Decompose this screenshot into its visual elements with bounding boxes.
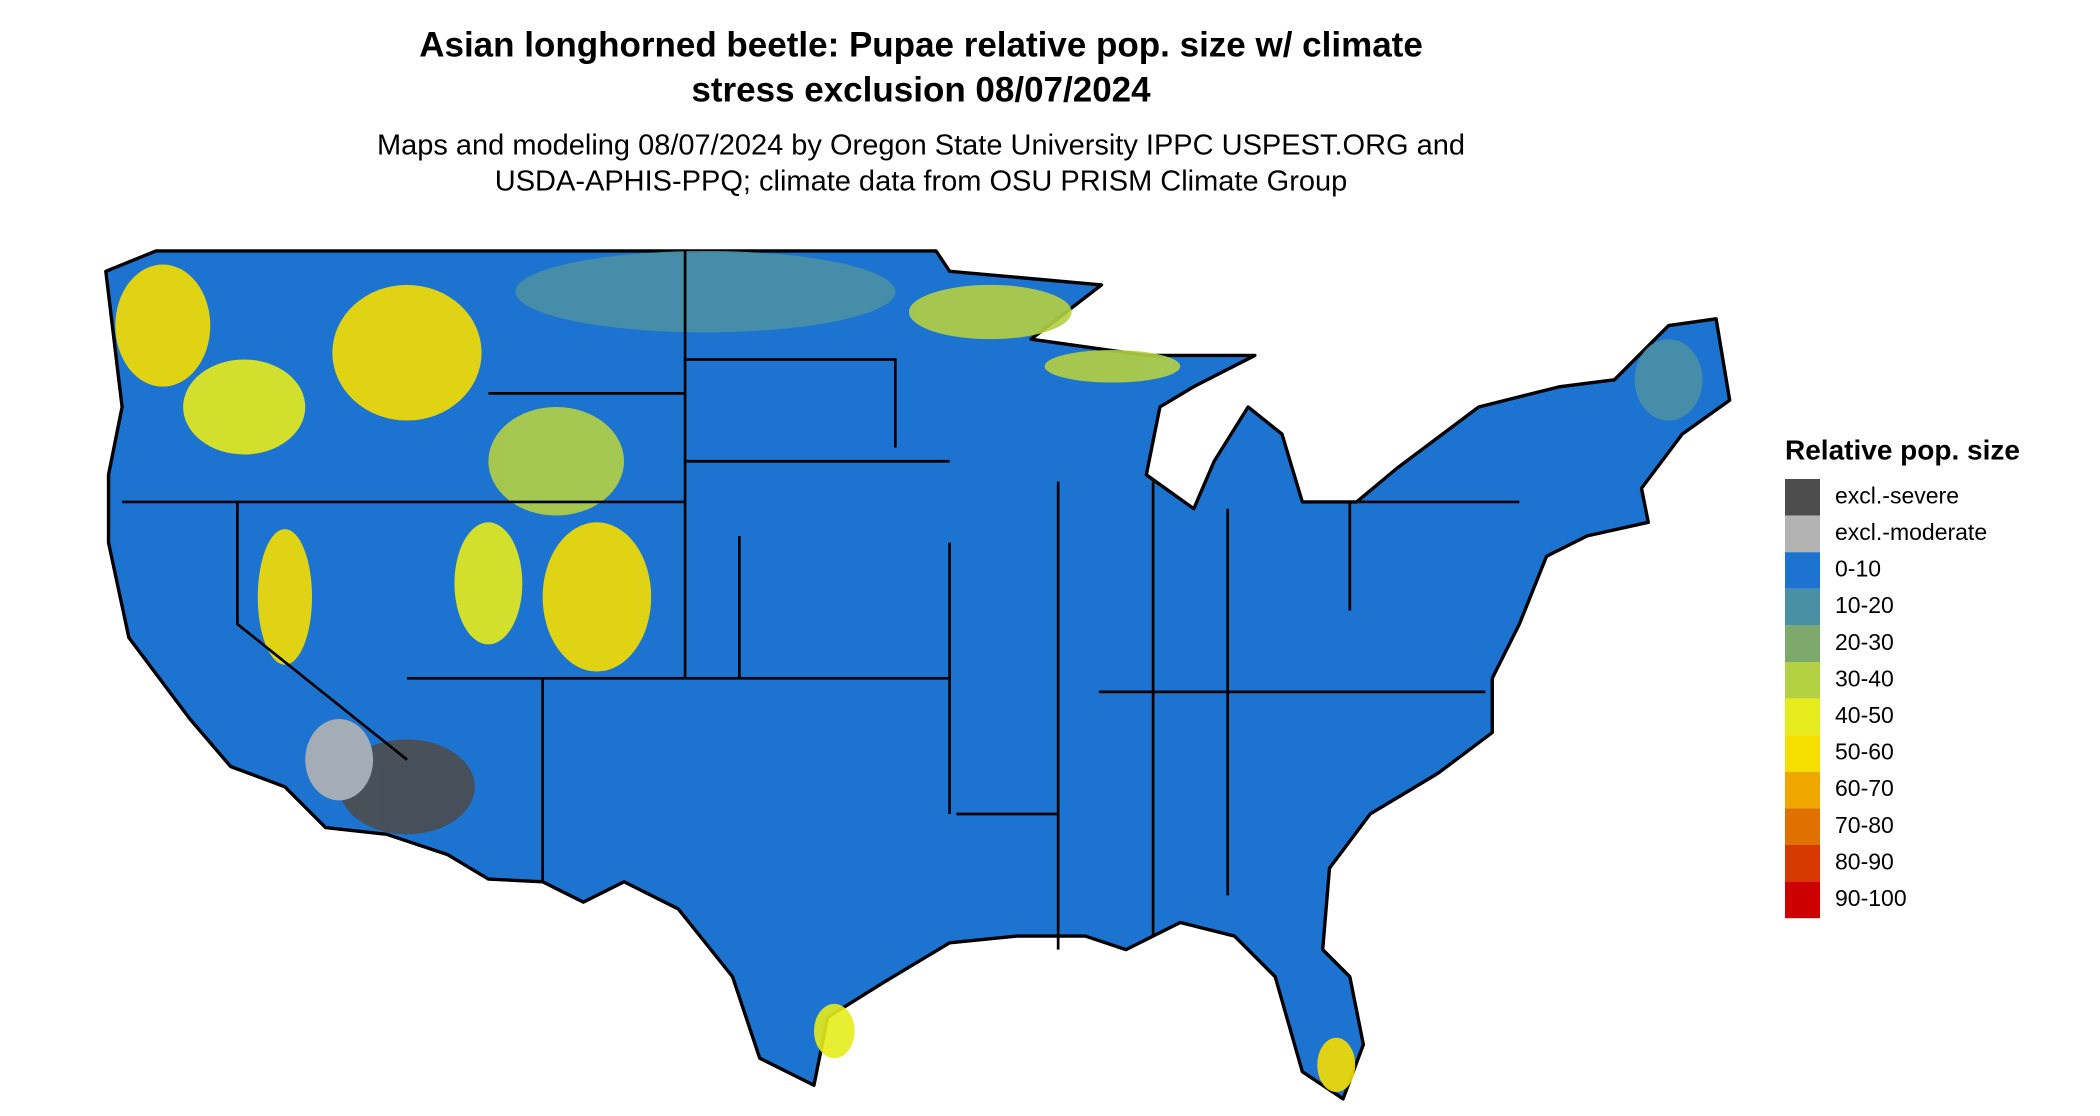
legend-label: 20-30	[1835, 629, 1894, 655]
legend-swatch	[1785, 881, 1820, 919]
legend-label: 0-10	[1835, 556, 1881, 582]
legend-swatch	[1785, 515, 1820, 553]
legend-label: excl.-severe	[1835, 482, 1959, 508]
legend-swatch	[1785, 552, 1820, 589]
legend-swatch	[1785, 735, 1820, 772]
legend-label: 80-90	[1835, 848, 1894, 874]
state-borders	[122, 250, 1520, 950]
legend-label: 40-50	[1835, 702, 1894, 728]
legend-label: 50-60	[1835, 739, 1894, 765]
habitat-patches	[115, 250, 1703, 1093]
legend-label: 30-40	[1835, 665, 1894, 691]
legend-swatch	[1785, 771, 1820, 809]
legend-swatch	[1785, 698, 1820, 736]
legend-swatch	[1785, 845, 1820, 882]
legend-label: 90-100	[1835, 885, 1907, 911]
legend-swatch	[1785, 625, 1820, 662]
legend-swatch	[1785, 479, 1820, 516]
legend-swatch	[1785, 588, 1820, 626]
legend-label: 70-80	[1835, 812, 1894, 838]
legend-swatch	[1785, 808, 1820, 845]
title-line: stress exclusion 08/07/2024	[691, 70, 1151, 109]
title-line: Asian longhorned beetle: Pupae relative …	[419, 25, 1423, 64]
legend-label: excl.-moderate	[1835, 519, 1987, 545]
subtitle-line: USDA-APHIS-PPQ; climate data from OSU PR…	[495, 166, 1348, 198]
legend-swatch	[1785, 662, 1820, 699]
subtitle-line: Maps and modeling 08/07/2024 by Oregon S…	[377, 130, 1465, 162]
us-map	[104, 249, 1732, 1101]
legend-label: 10-20	[1835, 592, 1894, 618]
legend-title: Relative pop. size	[1785, 434, 2020, 465]
legend-label: 60-70	[1835, 775, 1894, 801]
legend: excl.-severe excl.-moderate 0-10 10-20 20-30…	[1785, 479, 1987, 919]
